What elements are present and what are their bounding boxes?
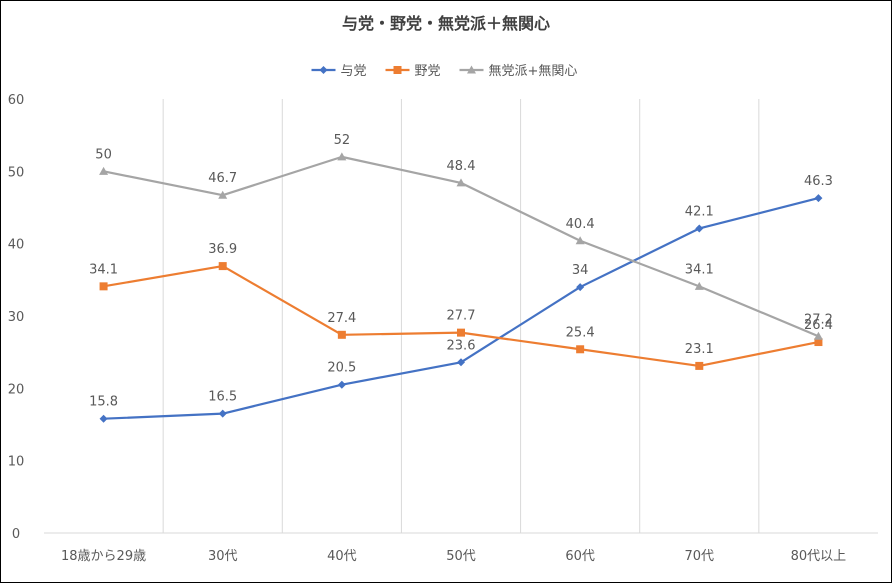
data-point: [813, 331, 823, 340]
data-point: [337, 380, 346, 389]
data-label: 46.7: [208, 171, 237, 186]
x-tick-label: 30代: [208, 549, 238, 564]
x-tick-label: 70代: [685, 549, 715, 564]
y-tick-label: 60: [8, 93, 25, 108]
data-label: 34.1: [685, 262, 714, 277]
data-point: [337, 330, 346, 339]
data-label: 23.1: [685, 342, 714, 357]
data-label: 52: [334, 133, 351, 148]
legend-item: 与党: [311, 64, 367, 79]
y-tick-label: 30: [8, 310, 25, 325]
x-tick-label: 60代: [565, 549, 595, 564]
data-point: [218, 262, 227, 271]
x-tick-label: 50代: [446, 549, 476, 564]
y-tick-label: 50: [8, 165, 25, 180]
data-point: [337, 152, 347, 161]
data-label: 15.8: [89, 395, 118, 410]
x-tick-label: 40代: [327, 549, 357, 564]
data-label: 48.4: [447, 159, 476, 174]
legend-item: 無党派+無関心: [459, 64, 578, 79]
data-point: [695, 224, 704, 233]
data-label: 50: [95, 147, 112, 162]
data-label: 42.1: [685, 204, 714, 219]
data-point: [457, 328, 465, 337]
legend-marker: [467, 65, 476, 74]
data-label: 46.3: [804, 174, 833, 189]
data-point: [814, 338, 823, 347]
data-label: 25.4: [566, 325, 595, 340]
x-tick-label: 18歳から29歳: [61, 549, 146, 564]
data-point: [814, 194, 823, 203]
legend-marker: [319, 66, 328, 74]
data-point: [218, 409, 227, 418]
y-tick-label: 40: [8, 238, 25, 253]
data-point: [457, 358, 465, 367]
data-point: [694, 281, 704, 290]
data-label: 23.6: [447, 338, 476, 353]
chart-title: 与党・野党・無党派＋無関心: [342, 14, 550, 33]
data-point: [218, 190, 228, 199]
data-point: [575, 236, 585, 245]
series-group: [99, 152, 823, 423]
data-point: [99, 166, 109, 175]
data-point: [456, 178, 466, 187]
legend-label: 与党: [341, 64, 367, 79]
data-labels: 15.8 16.5 20.5 23.6 34 42.1 46.3 34.1 36.9 27.4 27…: [89, 133, 833, 410]
legend-marker: [393, 66, 402, 74]
data-label: 16.5: [208, 390, 237, 405]
gridlines: [162, 99, 760, 533]
data-point: [99, 282, 108, 291]
x-tick-label: 80代以上: [791, 549, 847, 564]
legend-item: 野党: [385, 64, 441, 79]
data-point: [695, 361, 704, 370]
axes: 0 10 20 30 40 50 60 18歳から29歳 30代 40代 50代 60代 70代 80代以…: [8, 93, 878, 564]
data-label: 27.4: [327, 311, 356, 326]
data-label: 20.5: [327, 361, 356, 376]
y-tick-label: 10: [8, 455, 25, 470]
data-point: [99, 414, 108, 423]
data-label: 40.4: [566, 217, 595, 232]
y-tick-label: 0: [12, 527, 20, 542]
data-label: 27.7: [447, 309, 476, 324]
data-label: 26.4: [804, 318, 833, 333]
data-label: 36.9: [208, 242, 237, 257]
data-label: 27.2: [804, 312, 833, 327]
legend-label: 無党派+無関心: [489, 64, 578, 79]
data-point: [576, 345, 585, 354]
legend: 与党 野党 無党派+無関心: [311, 64, 578, 79]
data-label: 34: [572, 263, 589, 278]
y-tick-label: 20: [8, 382, 25, 397]
data-label: 34.1: [89, 262, 118, 277]
data-point: [576, 283, 585, 292]
legend-label: 野党: [415, 64, 441, 79]
